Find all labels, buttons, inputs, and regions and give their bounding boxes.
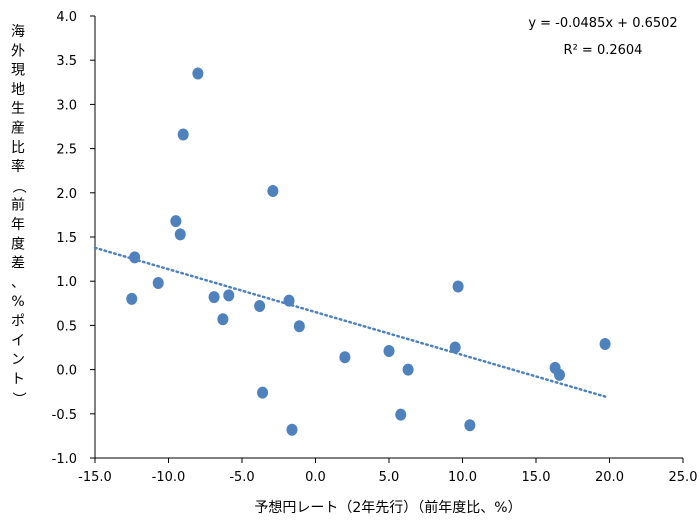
y-axis-title-char: 外 bbox=[11, 43, 25, 59]
y-tick-label: 1.0 bbox=[56, 275, 77, 290]
equation-box: y = -0.0485x + 0.6502 R² = 0.2604 bbox=[521, 7, 685, 63]
x-tick-labels: -15.0 -10.0 -5.0 0.0 5.0 10.0 15.0 20.0 25.0 bbox=[78, 470, 697, 485]
y-axis-title-char: ポ bbox=[11, 314, 25, 330]
data-point bbox=[254, 299, 266, 312]
x-tick-label: -15.0 bbox=[78, 470, 112, 485]
y-axis-title-char: 生 bbox=[11, 101, 25, 117]
data-point bbox=[257, 386, 269, 399]
trendline-r-squared: R² = 0.2604 bbox=[564, 43, 643, 58]
equation-box-bg bbox=[521, 7, 685, 63]
x-tick-label: -5.0 bbox=[229, 470, 254, 485]
y-axis-title-char: 差 bbox=[11, 256, 25, 272]
y-axis-title-char: 、 bbox=[11, 275, 25, 291]
y-axis-title-char: 率 bbox=[11, 158, 25, 175]
y-axis-title-char: 年 bbox=[11, 217, 25, 233]
trendline bbox=[93, 246, 607, 398]
data-point bbox=[126, 292, 138, 305]
y-tick-label: 2.0 bbox=[56, 187, 77, 202]
y-axis-title-char: 度 bbox=[11, 236, 25, 252]
y-axis-title-char: イ bbox=[11, 333, 25, 349]
data-point bbox=[208, 291, 220, 304]
y-tick-label: 0.5 bbox=[56, 319, 77, 334]
y-tick-label: -0.5 bbox=[52, 408, 77, 423]
data-point bbox=[383, 345, 395, 358]
x-axis-title: 予想円レート（2年先行）（前年度比、%） bbox=[254, 499, 521, 516]
data-point bbox=[283, 294, 295, 307]
y-tick-label: 0.0 bbox=[56, 364, 77, 379]
y-tick-label: 4.0 bbox=[56, 10, 77, 25]
data-point bbox=[217, 313, 229, 326]
data-point bbox=[554, 368, 566, 381]
data-point bbox=[395, 408, 407, 421]
y-axis-title-char: 前 bbox=[11, 197, 25, 214]
x-tick-label: 15.0 bbox=[522, 470, 551, 485]
data-point bbox=[267, 185, 279, 198]
x-tick-label: 25.0 bbox=[669, 470, 698, 485]
y-tick-label: 2.5 bbox=[56, 143, 77, 158]
y-axis-title-char: 海 bbox=[11, 24, 25, 40]
data-point bbox=[177, 128, 189, 141]
y-axis-title-char: 地 bbox=[11, 82, 25, 98]
y-tick-label: 3.5 bbox=[56, 54, 77, 69]
y-tick-label: -1.0 bbox=[52, 452, 77, 467]
data-point bbox=[174, 228, 186, 241]
x-tick-label: 0.0 bbox=[305, 470, 326, 485]
data-point bbox=[452, 280, 464, 293]
y-axis-title-char: ） bbox=[10, 392, 26, 406]
y-axis-title-char: ン bbox=[11, 352, 25, 368]
x-tick-label: -10.0 bbox=[152, 470, 186, 485]
data-point bbox=[402, 363, 414, 376]
data-point bbox=[286, 423, 298, 436]
data-point bbox=[339, 351, 351, 364]
data-point bbox=[293, 320, 305, 333]
x-tick-label: 20.0 bbox=[595, 470, 624, 485]
trendline-equation: y = -0.0485x + 0.6502 bbox=[528, 16, 677, 31]
data-point bbox=[449, 341, 461, 354]
y-tick-label: 1.5 bbox=[56, 231, 77, 246]
y-axis-title-char: 産 bbox=[11, 121, 25, 137]
axes bbox=[90, 15, 684, 463]
x-tick-label: 5.0 bbox=[379, 470, 400, 485]
trendline-layer bbox=[93, 246, 607, 398]
data-points bbox=[126, 67, 611, 436]
data-point bbox=[129, 251, 141, 264]
y-tick-label: 3.0 bbox=[56, 98, 77, 113]
data-point bbox=[464, 419, 476, 432]
y-tick-labels: -1.0 -0.5 0.0 0.5 1.0 1.5 2.0 2.5 3.0 3.5 4.0 bbox=[52, 10, 77, 467]
data-point bbox=[223, 289, 235, 302]
data-point bbox=[170, 215, 182, 228]
y-axis-title-char: % bbox=[11, 294, 24, 310]
y-axis-title-char: ト bbox=[11, 371, 25, 387]
y-axis-title-char: （ bbox=[10, 179, 26, 193]
data-point bbox=[192, 67, 204, 80]
y-axis-title-char: 比 bbox=[11, 140, 25, 156]
x-tick-label: 10.0 bbox=[448, 470, 477, 485]
data-point bbox=[599, 337, 611, 350]
data-point bbox=[152, 276, 164, 289]
y-axis-title-char: 現 bbox=[11, 63, 25, 79]
